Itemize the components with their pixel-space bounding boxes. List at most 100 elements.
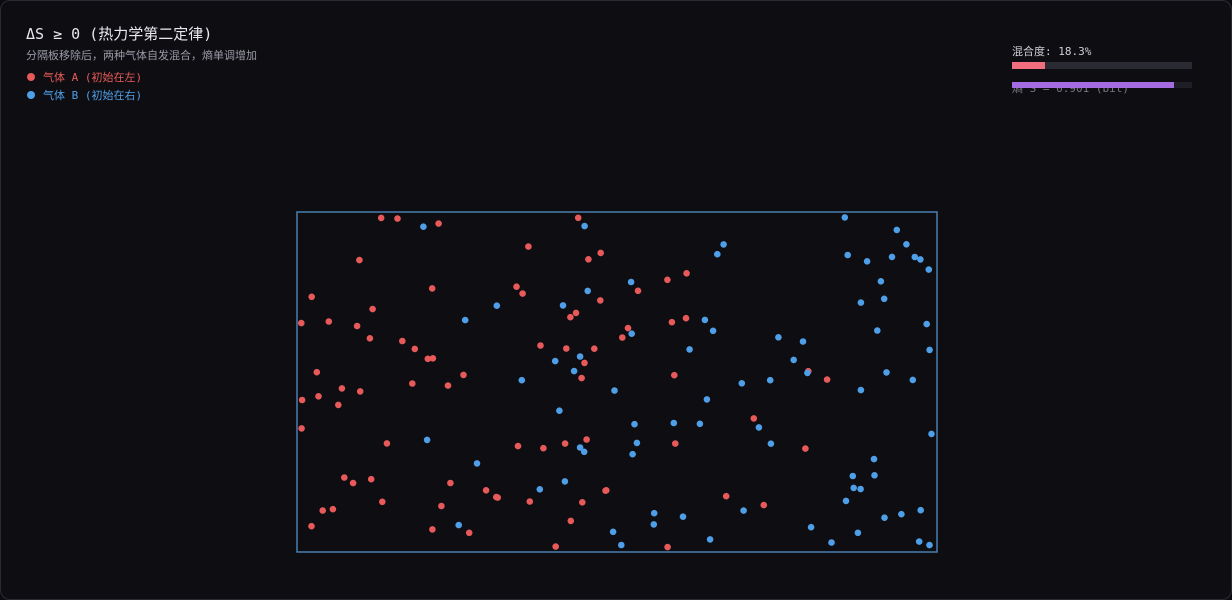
particle	[525, 243, 532, 250]
mixing-track	[1012, 62, 1192, 69]
particle	[857, 386, 865, 394]
particle	[563, 345, 570, 352]
particle	[325, 318, 333, 325]
particle	[631, 420, 638, 428]
legend-item: 气体 B (初始在右)	[27, 87, 142, 103]
particle	[429, 355, 437, 362]
particle	[319, 507, 327, 514]
title: ΔS ≥ 0 (热力学第二定律)	[26, 25, 213, 43]
mixing-fill	[1012, 62, 1045, 69]
particle	[611, 387, 618, 394]
particle	[863, 258, 871, 265]
particle	[664, 543, 671, 551]
particle	[597, 249, 604, 257]
particle	[696, 420, 704, 428]
particle	[366, 335, 374, 342]
particle	[609, 528, 617, 536]
particle	[572, 309, 580, 317]
particle	[519, 290, 526, 297]
container	[296, 211, 938, 553]
particle	[898, 510, 905, 518]
particle	[926, 346, 933, 354]
particle	[298, 319, 305, 327]
particle	[633, 439, 641, 447]
particle	[540, 444, 547, 452]
entropy-track	[1012, 82, 1192, 88]
particle	[561, 478, 569, 485]
particle	[911, 253, 919, 261]
particle	[709, 327, 717, 335]
particle	[670, 419, 678, 427]
particle	[313, 368, 321, 376]
particle	[720, 241, 727, 248]
particle	[671, 371, 678, 379]
particle	[576, 353, 584, 360]
particle	[493, 302, 501, 310]
particle	[574, 214, 582, 222]
particle	[567, 313, 574, 321]
particle	[849, 472, 857, 480]
legend-item: 气体 A (初始在左)	[27, 69, 142, 85]
particle	[377, 214, 385, 222]
particle	[823, 376, 831, 383]
particle	[903, 241, 910, 248]
particle	[844, 251, 851, 259]
particle	[513, 283, 520, 291]
particle	[701, 316, 709, 324]
particle	[881, 514, 888, 521]
particle	[308, 522, 315, 530]
particle	[650, 521, 658, 528]
particle	[917, 256, 924, 263]
particle	[706, 536, 714, 543]
particle	[624, 324, 632, 332]
particle	[802, 445, 809, 452]
particle	[559, 302, 567, 309]
particle	[923, 320, 930, 328]
particle	[356, 388, 364, 395]
particle	[411, 345, 419, 353]
particle	[650, 509, 658, 517]
particle	[740, 507, 747, 514]
particle	[672, 440, 679, 447]
particle	[298, 425, 305, 432]
particle	[597, 297, 604, 304]
particle	[915, 538, 923, 545]
particle	[424, 355, 432, 363]
particle	[580, 448, 588, 456]
particle	[628, 330, 635, 338]
particle	[567, 517, 575, 525]
particle	[591, 345, 598, 353]
particle	[775, 334, 782, 341]
particle	[579, 499, 586, 506]
particle	[455, 521, 463, 529]
particle	[585, 255, 592, 263]
particle	[551, 357, 559, 365]
particle	[917, 506, 924, 514]
particle	[925, 266, 933, 273]
particle	[536, 486, 544, 493]
particle	[888, 253, 896, 261]
particle	[438, 502, 445, 510]
particle	[738, 380, 746, 387]
mixing-label: 混合度: 18.3%	[1012, 45, 1092, 58]
legend-label: 气体 B (初始在右)	[43, 89, 143, 102]
particle	[668, 318, 676, 326]
particle	[576, 444, 584, 451]
particles	[298, 214, 935, 551]
particle	[883, 369, 890, 376]
particle	[561, 440, 569, 447]
particle	[556, 407, 563, 415]
particle	[679, 513, 687, 520]
particle	[664, 276, 671, 284]
particle	[394, 215, 401, 222]
particle	[356, 256, 363, 264]
subtitle: 分隔板移除后，两种气体自发混合，熵单调增加	[26, 49, 257, 62]
particle	[581, 222, 588, 230]
particle	[627, 278, 635, 286]
particle	[755, 424, 763, 431]
particle	[423, 436, 431, 444]
particle	[877, 278, 885, 285]
particle	[750, 415, 758, 422]
particle	[353, 322, 361, 330]
particle	[682, 314, 690, 322]
